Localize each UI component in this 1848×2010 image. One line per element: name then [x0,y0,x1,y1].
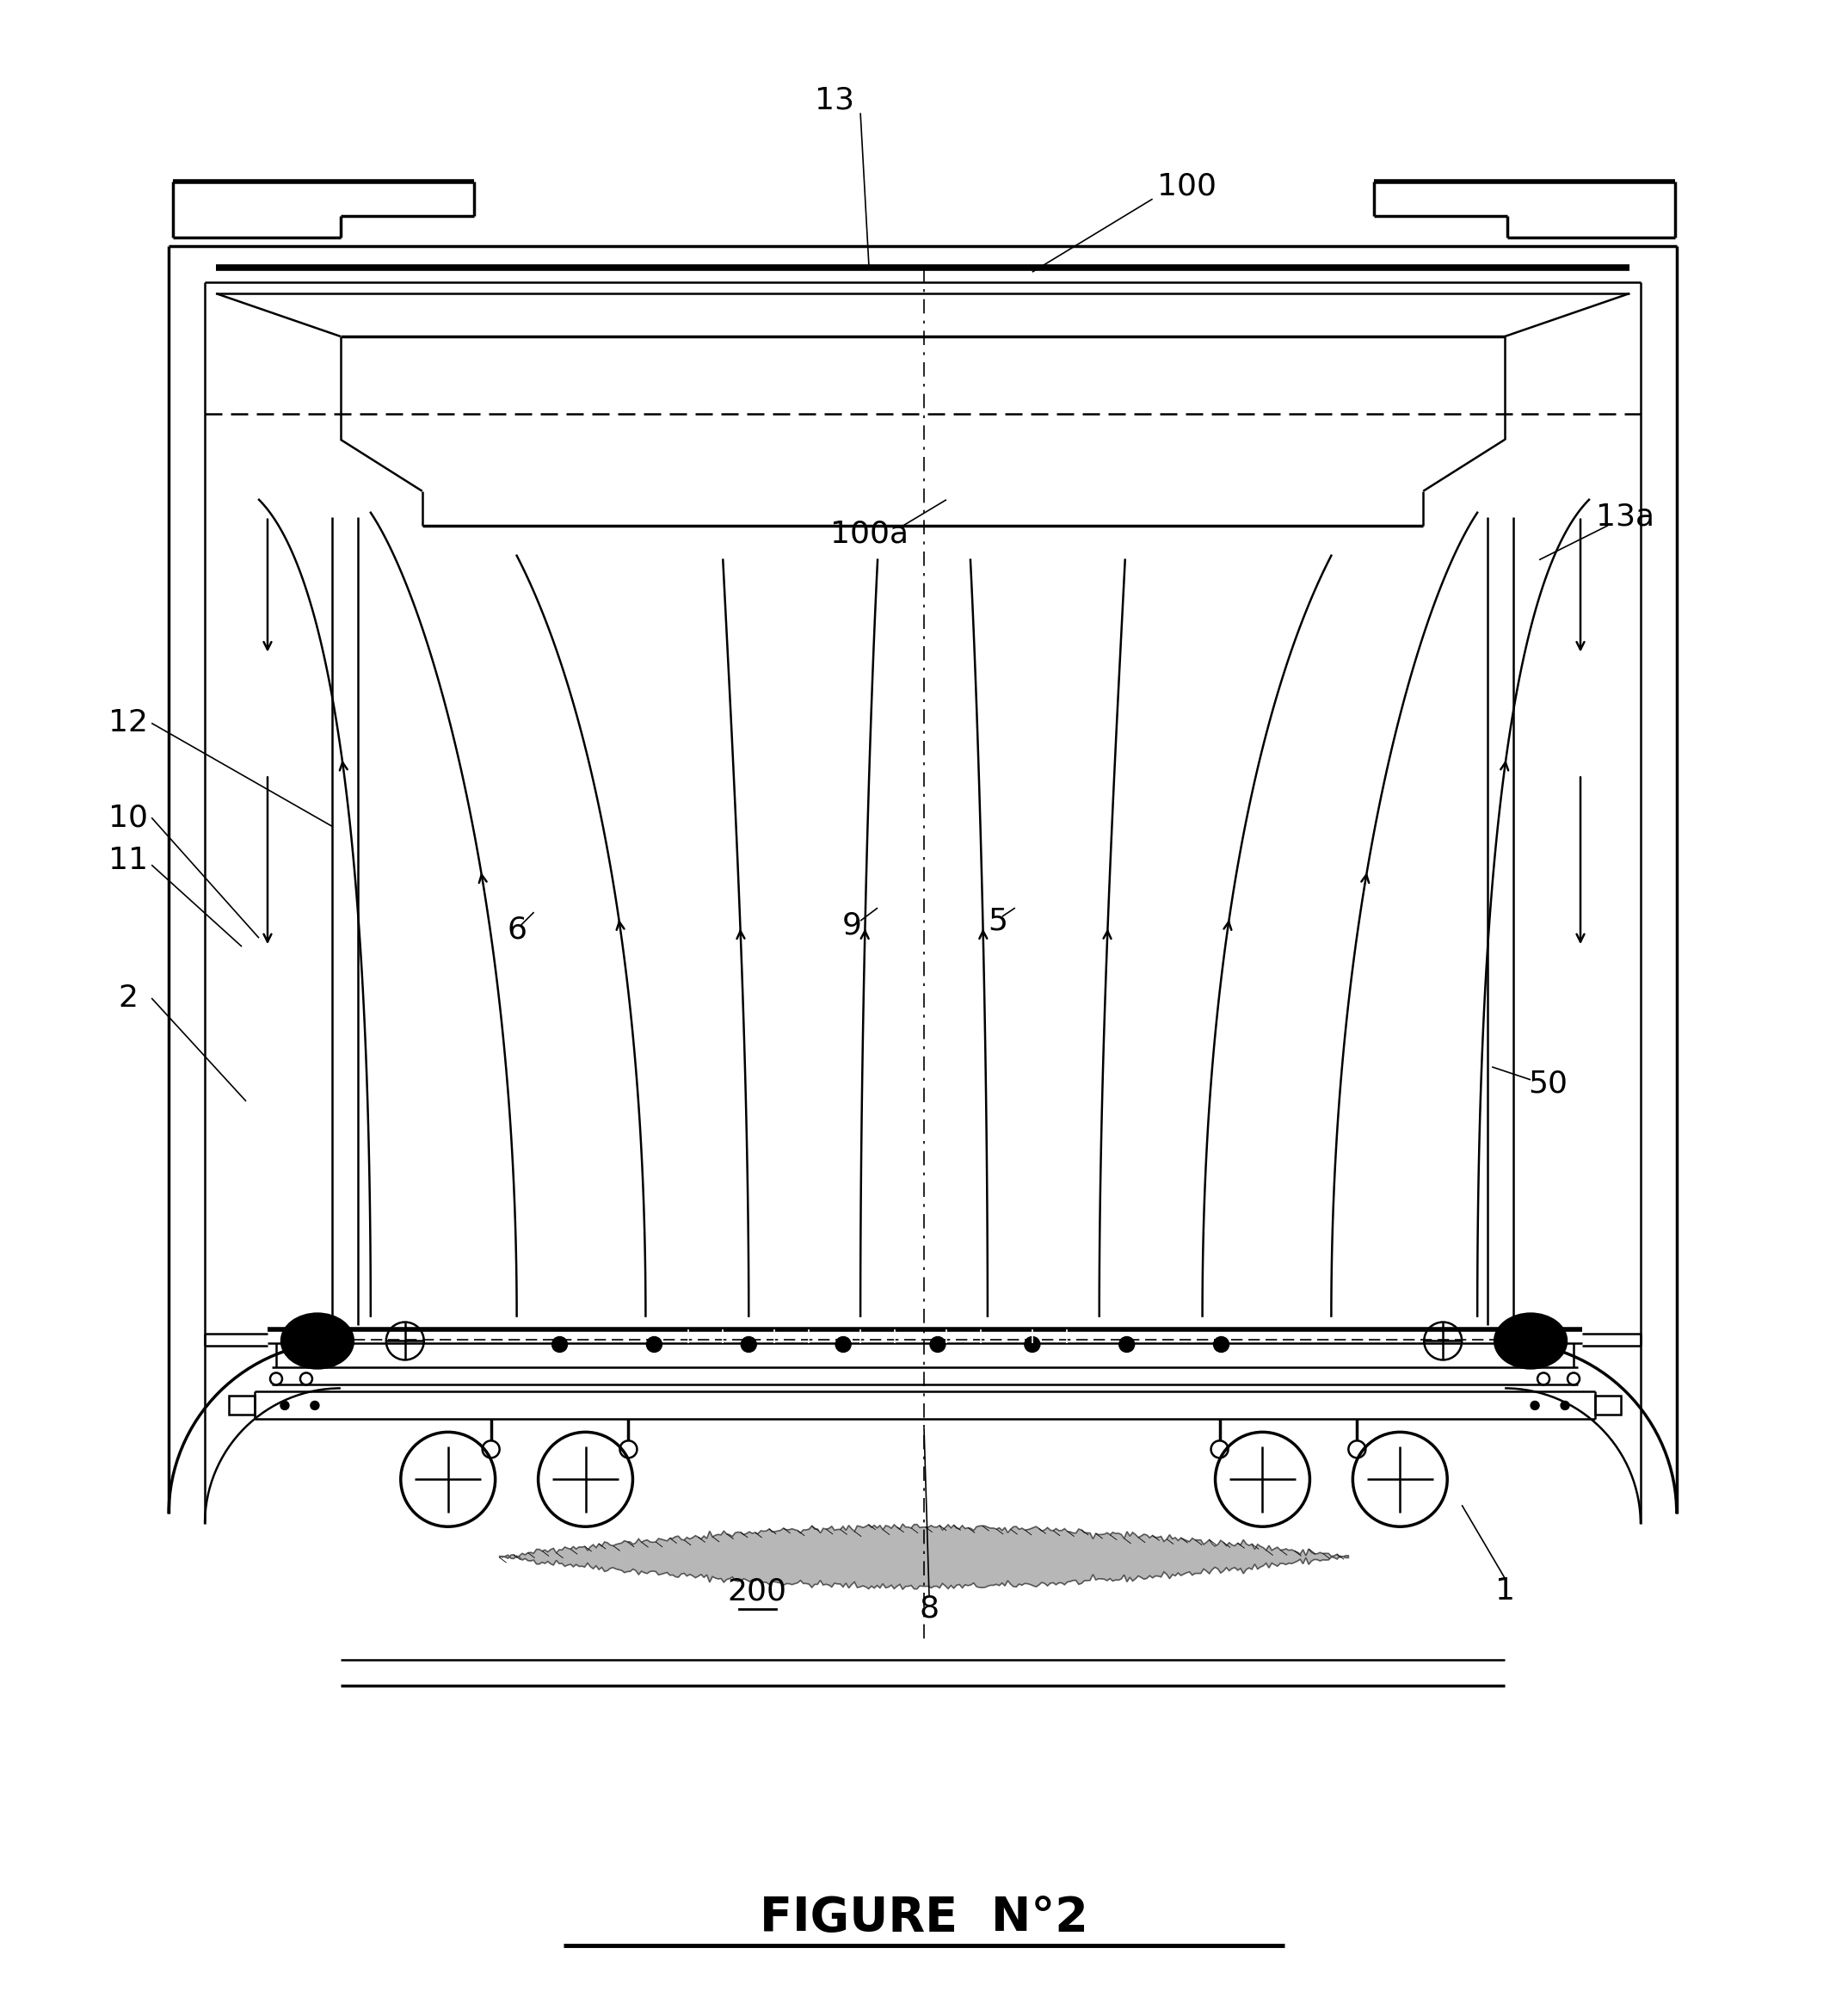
Circle shape [647,1337,662,1353]
Text: 13: 13 [815,86,854,115]
Bar [1595,1397,1621,1415]
Text: 5: 5 [989,907,1007,935]
Polygon shape [499,1524,1349,1590]
Text: 200: 200 [728,1576,787,1606]
Text: 8: 8 [918,1594,939,1622]
Text: 11: 11 [109,846,148,874]
Circle shape [1530,1401,1539,1409]
Circle shape [310,1401,320,1409]
Circle shape [835,1337,850,1353]
Text: 13a: 13a [1597,502,1654,531]
Text: 50: 50 [1528,1069,1567,1099]
Ellipse shape [1493,1313,1567,1369]
Text: 100a: 100a [830,519,907,549]
Ellipse shape [281,1313,355,1369]
Text: 9: 9 [843,911,861,941]
Text: 6: 6 [506,915,527,945]
Text: 10: 10 [109,804,148,832]
Circle shape [1120,1337,1135,1353]
Circle shape [553,1337,567,1353]
Bar [229,1397,255,1415]
Circle shape [281,1401,288,1409]
Circle shape [741,1337,756,1353]
Text: 1: 1 [1495,1576,1515,1606]
Text: 12: 12 [109,708,148,738]
Text: FIGURE  N°2: FIGURE N°2 [760,1893,1088,1942]
Circle shape [1214,1337,1229,1353]
Text: 100: 100 [1157,171,1216,201]
Circle shape [1024,1337,1040,1353]
Circle shape [1562,1401,1569,1409]
Text: 2: 2 [118,983,139,1013]
Circle shape [930,1337,946,1353]
